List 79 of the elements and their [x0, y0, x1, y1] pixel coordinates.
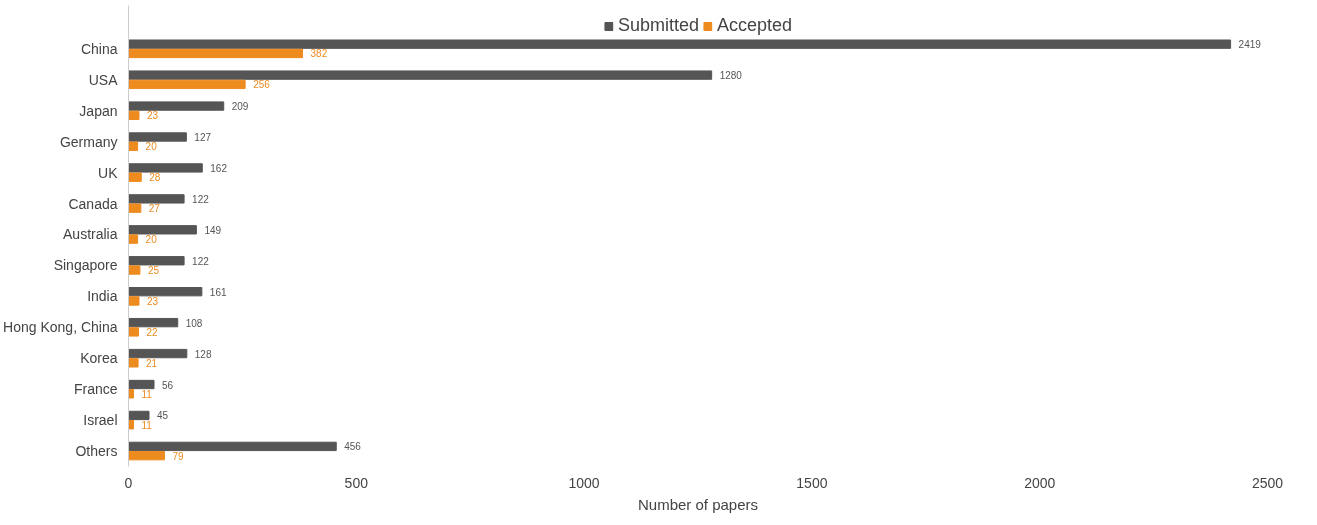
- data-label: 11: [141, 419, 153, 431]
- legend-label: Accepted: [716, 15, 793, 36]
- bar: [128, 141, 139, 151]
- data-label: 27: [148, 203, 161, 215]
- x-tick-label: 1000: [568, 474, 600, 491]
- bar: [128, 317, 179, 328]
- y-tick-label: UK: [98, 164, 119, 181]
- x-tick-label: 0: [124, 474, 133, 491]
- legend-label: Submitted: [617, 15, 699, 36]
- data-label: 45: [157, 410, 169, 422]
- bar: [128, 287, 203, 297]
- data-label: 56: [162, 379, 174, 391]
- data-label: 122: [192, 193, 210, 205]
- bar: [128, 225, 197, 235]
- bar: [128, 110, 140, 121]
- bar: [128, 101, 225, 111]
- data-label: 128: [194, 348, 212, 360]
- bar: [128, 389, 135, 399]
- bar: [128, 172, 142, 182]
- bar: [128, 265, 141, 275]
- bar: [128, 348, 188, 359]
- data-label: 2419: [1238, 39, 1262, 51]
- bar: [128, 410, 150, 421]
- data-label: 25: [147, 265, 160, 277]
- y-tick-label: Israel: [83, 412, 118, 429]
- y-tick-label: France: [73, 381, 118, 398]
- x-axis-title: Number of papers: [637, 495, 759, 513]
- bar: [128, 441, 337, 452]
- data-label: 11: [141, 388, 153, 400]
- data-label: 20: [145, 141, 158, 153]
- y-tick-label: Korea: [80, 350, 118, 367]
- bar: [128, 296, 140, 306]
- bar: [128, 203, 142, 213]
- y-tick-label: China: [80, 40, 118, 57]
- bar: [128, 256, 185, 266]
- data-label: 149: [204, 224, 222, 236]
- bar: [128, 163, 203, 173]
- y-tick-label: Japan: [79, 102, 118, 119]
- x-tick-label: 500: [344, 474, 369, 491]
- data-label: 162: [210, 162, 228, 174]
- y-tick-label: Canada: [68, 195, 118, 212]
- bar: [128, 194, 185, 204]
- data-label: 122: [192, 255, 210, 267]
- y-tick-label: USA: [88, 71, 119, 88]
- data-label: 161: [209, 286, 227, 298]
- data-label: 22: [146, 326, 159, 338]
- x-tick-label: 2000: [1024, 474, 1056, 491]
- data-label: 256: [253, 79, 271, 91]
- data-label: 382: [310, 48, 328, 60]
- x-tick-label: 1500: [796, 474, 828, 491]
- bar: [128, 48, 304, 59]
- data-label: 21: [146, 357, 158, 369]
- y-tick-label: Hong Kong, China: [3, 319, 118, 336]
- data-label: 79: [172, 450, 185, 462]
- data-label: 456: [344, 441, 362, 453]
- bar: [128, 39, 1232, 49]
- data-label: 23: [146, 295, 159, 307]
- bar: [128, 379, 155, 390]
- bar: [128, 132, 187, 142]
- data-label: 1280: [719, 70, 743, 82]
- data-label: 23: [146, 110, 159, 122]
- data-label: 20: [145, 234, 158, 246]
- data-label: 209: [231, 101, 249, 113]
- bar: [128, 450, 165, 461]
- bar: [128, 358, 139, 368]
- data-label: 127: [194, 131, 212, 143]
- bar: [128, 70, 713, 80]
- x-tick-label: 2500: [1251, 474, 1284, 491]
- data-label: 108: [185, 317, 203, 329]
- y-tick-label: Australia: [63, 226, 118, 243]
- y-tick-label: India: [87, 288, 118, 305]
- bar: [128, 327, 140, 337]
- y-tick-label: Germany: [59, 133, 118, 150]
- y-tick-label: Others: [75, 443, 118, 460]
- bar: [128, 420, 135, 430]
- y-tick-label: Singapore: [53, 257, 118, 274]
- bar: [128, 79, 246, 90]
- data-label: 28: [149, 172, 161, 184]
- bar: [128, 234, 139, 244]
